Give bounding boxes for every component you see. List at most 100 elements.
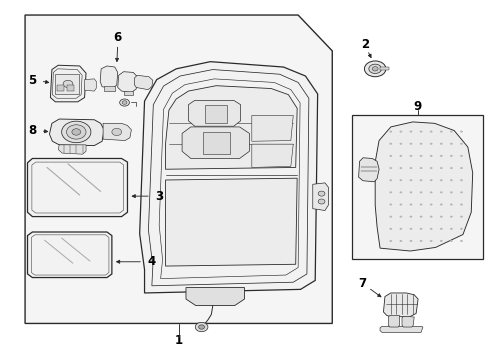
Circle shape [429,179,432,181]
Circle shape [429,167,432,169]
Circle shape [409,192,411,193]
Text: 1: 1 [174,334,183,347]
Text: 3: 3 [155,190,163,203]
Circle shape [419,192,422,193]
Circle shape [399,240,402,242]
Circle shape [449,228,452,230]
Polygon shape [312,183,328,211]
Circle shape [429,228,432,230]
Circle shape [459,192,462,193]
Bar [351,116,483,259]
Circle shape [419,167,422,169]
Text: 9: 9 [413,100,421,113]
Text: 7: 7 [358,278,366,291]
Circle shape [388,203,391,206]
Circle shape [439,228,442,230]
Circle shape [449,143,452,145]
Circle shape [388,179,391,181]
Polygon shape [401,316,413,327]
Circle shape [429,240,432,242]
Circle shape [459,167,462,169]
Circle shape [449,167,452,169]
Polygon shape [134,75,153,90]
Circle shape [368,64,381,73]
Bar [203,132,229,154]
Circle shape [399,167,402,169]
Circle shape [439,216,442,218]
Polygon shape [165,178,297,266]
Polygon shape [100,66,118,88]
Circle shape [449,216,452,218]
Polygon shape [58,145,86,154]
Polygon shape [140,62,317,293]
Polygon shape [27,232,112,278]
Circle shape [409,216,411,218]
Circle shape [399,216,402,218]
Polygon shape [251,144,293,167]
Text: 8: 8 [28,124,37,137]
Circle shape [429,131,432,132]
Circle shape [388,155,391,157]
Bar [66,85,74,91]
Bar [379,67,388,70]
Circle shape [409,143,411,145]
Circle shape [419,203,422,206]
Polygon shape [379,326,422,332]
Circle shape [61,121,91,143]
Circle shape [388,216,391,218]
Circle shape [409,228,411,230]
Circle shape [439,203,442,206]
Circle shape [318,191,325,196]
Circle shape [399,131,402,132]
Circle shape [439,167,442,169]
Polygon shape [118,72,137,93]
Circle shape [459,179,462,181]
Circle shape [388,240,391,242]
Circle shape [419,240,422,242]
Circle shape [409,131,411,132]
Circle shape [459,240,462,242]
Circle shape [364,61,385,77]
Bar [104,86,115,91]
Circle shape [419,228,422,230]
Circle shape [195,322,207,332]
Circle shape [429,203,432,206]
Circle shape [419,131,422,132]
Polygon shape [383,293,417,317]
Circle shape [419,216,422,218]
Circle shape [419,179,422,181]
Bar [123,91,133,95]
Circle shape [449,240,452,242]
Circle shape [66,125,86,139]
Circle shape [439,192,442,193]
Circle shape [419,143,422,145]
Bar [205,105,227,123]
Circle shape [63,80,73,87]
Circle shape [399,203,402,206]
Bar [57,85,64,91]
Polygon shape [27,158,127,217]
Circle shape [112,129,122,135]
Circle shape [371,67,377,71]
Circle shape [388,192,391,193]
Circle shape [388,143,391,145]
Circle shape [439,131,442,132]
Circle shape [409,155,411,157]
Circle shape [429,143,432,145]
Circle shape [439,143,442,145]
Text: 4: 4 [147,255,156,268]
Circle shape [459,131,462,132]
Circle shape [409,203,411,206]
Circle shape [449,155,452,157]
Circle shape [399,179,402,181]
Circle shape [429,216,432,218]
Circle shape [122,101,127,104]
Polygon shape [50,65,86,102]
Circle shape [409,240,411,242]
Circle shape [409,167,411,169]
Circle shape [388,131,391,132]
Circle shape [439,179,442,181]
Polygon shape [387,316,399,327]
Circle shape [120,99,129,106]
Circle shape [399,228,402,230]
